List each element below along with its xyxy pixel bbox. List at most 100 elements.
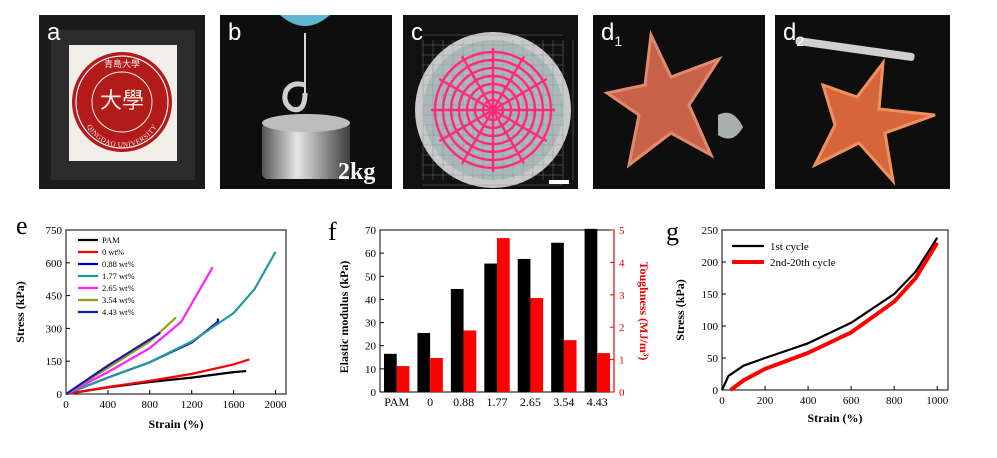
legend-entry: 3.54 wt% <box>102 295 135 305</box>
y2-tick-label: 2 <box>619 322 625 334</box>
logo-top-text: 青島大學 <box>104 58 140 69</box>
x-tick-label: 2.65 <box>520 395 541 409</box>
starfish-broken-image <box>593 15 765 189</box>
photo-c-printed-pattern: c <box>403 15 578 189</box>
modulus-bar <box>484 263 497 392</box>
y2-tick-label: 1 <box>619 355 625 367</box>
toughness-bar <box>430 357 443 392</box>
y-tick-label: 0 <box>713 385 719 397</box>
panel-label-a: a <box>47 19 61 46</box>
x-tick-label: 3.54 <box>553 395 574 409</box>
y-tick-label: 70 <box>365 225 377 237</box>
y-tick-label: 0 <box>57 389 63 401</box>
series-line <box>729 241 939 392</box>
hanging-weight-image <box>220 15 392 189</box>
legend-entry: 1.77 wt% <box>102 271 135 281</box>
y2-tick-label: 4 <box>619 257 625 269</box>
y-tick-label: 450 <box>46 291 63 303</box>
legend-entry: 1st cycle <box>770 241 809 253</box>
modulus-bar <box>517 258 531 392</box>
y-tick-label: 250 <box>702 225 719 237</box>
panel-label-f: f <box>328 218 337 246</box>
y-tick-label: 750 <box>46 225 63 237</box>
legend-entry: 0 wt% <box>102 247 124 257</box>
series-line <box>65 251 277 396</box>
photo-a-qingdao-logo: 大學 青島大學 QINGDAO UNIVERSITY a <box>39 15 205 189</box>
panel-label-d2: d2 <box>783 19 805 49</box>
y-axis-label: Stress (kPa) <box>13 281 27 342</box>
modulus-bar <box>551 242 564 392</box>
toughness-bar <box>563 340 577 392</box>
y-tick-label: 100 <box>702 321 719 333</box>
x-axis-label: Strain (%) <box>808 411 863 425</box>
x-tick-label: 4.43 <box>587 395 608 409</box>
y-tick-label: 300 <box>46 323 63 335</box>
photo-b-weight: b 2kg <box>220 15 392 189</box>
y2-tick-label: 3 <box>619 290 625 302</box>
series-line <box>65 331 161 395</box>
legend-entry: 2nd-20th cycle <box>770 257 836 269</box>
x-tick-label: 2000 <box>265 399 288 411</box>
qingdao-logo-image: 大學 青島大學 QINGDAO UNIVERSITY <box>39 15 205 189</box>
modulus-bar <box>384 353 397 392</box>
panel-label-e: e <box>16 218 28 240</box>
modulus-toughness-chart: f PAM 0 0.88 1.77 2.65 3.54 4.43 0 10 20 30 40 50 60 70… <box>328 218 651 409</box>
toughness-bar <box>530 298 544 392</box>
y2-axis-label: Toughness (MJ/m³) <box>637 262 651 361</box>
y-tick-label: 150 <box>702 289 719 301</box>
x-axis-label: Strain (%) <box>149 417 204 431</box>
modulus-bar <box>584 228 598 392</box>
y-tick-label: 50 <box>365 271 377 283</box>
toughness-bar <box>497 238 510 392</box>
y-tick-label: 60 <box>365 248 377 260</box>
logo-center-text: 大學 <box>100 88 144 113</box>
modulus-bar <box>450 289 464 392</box>
y2-tick-label: 5 <box>619 225 625 237</box>
toughness-bar <box>463 330 477 392</box>
x-tick-label: 1600 <box>223 399 246 411</box>
x-tick-label: 1000 <box>926 395 949 407</box>
x-tick-label: 1.77 <box>487 395 508 409</box>
panel-label-g: g <box>666 218 679 246</box>
y-tick-label: 150 <box>46 356 63 368</box>
x-tick-label: 800 <box>142 399 159 411</box>
y2-tick-label: 0 <box>619 387 625 399</box>
x-tick-label: 800 <box>886 395 903 407</box>
stress-strain-chart: e 0 150 300 450 600 750 0 400 800 1200 1600 2000 Stra… <box>13 218 288 431</box>
photo-d1-starfish: d1 <box>593 15 765 189</box>
toughness-bar <box>597 353 610 392</box>
y-tick-label: 20 <box>365 341 377 353</box>
y-tick-label: 30 <box>365 318 377 330</box>
x-tick-label: 400 <box>800 395 817 407</box>
x-tick-label: PAM <box>384 395 409 409</box>
x-tick-label: 1200 <box>181 399 204 411</box>
starfish-healed-image <box>775 15 950 189</box>
panel-label-d1: d1 <box>601 19 623 49</box>
x-tick-label: 0 <box>63 399 69 411</box>
x-tick-label: 0.88 <box>453 395 474 409</box>
toughness-bar <box>396 366 410 392</box>
weight-label: 2kg <box>338 159 376 185</box>
y-tick-label: 40 <box>365 294 377 306</box>
web-pattern-image <box>403 15 578 189</box>
y-axis-label: Elastic modulus (kPa) <box>337 261 351 374</box>
y-tick-label: 10 <box>365 364 377 376</box>
legend-entry: 4.43 wt% <box>102 307 135 317</box>
x-tick-label: 200 <box>757 395 774 407</box>
plot-frame <box>65 229 287 395</box>
legend-entry: PAM <box>102 235 120 245</box>
x-tick-label: 400 <box>100 399 117 411</box>
modulus-bar <box>417 332 431 392</box>
legend-entry: 2.65 wt% <box>102 283 135 293</box>
legend-entry: 0.88 wt% <box>102 259 135 269</box>
y-tick-label: 200 <box>702 257 719 269</box>
cyclic-loading-chart: g 0 50 100 150 200 250 0 200 400 600 800 1000 Strain … <box>666 218 949 425</box>
panel-label-b: b <box>228 19 242 46</box>
web-pattern <box>431 48 555 172</box>
y-tick-label: 50 <box>707 353 719 365</box>
x-tick-label: 0 <box>427 395 433 409</box>
series-line <box>65 266 214 395</box>
x-tick-label: 600 <box>843 395 860 407</box>
photo-d2-starfish: d2 <box>775 15 950 189</box>
x-tick-label: 0 <box>719 395 725 407</box>
